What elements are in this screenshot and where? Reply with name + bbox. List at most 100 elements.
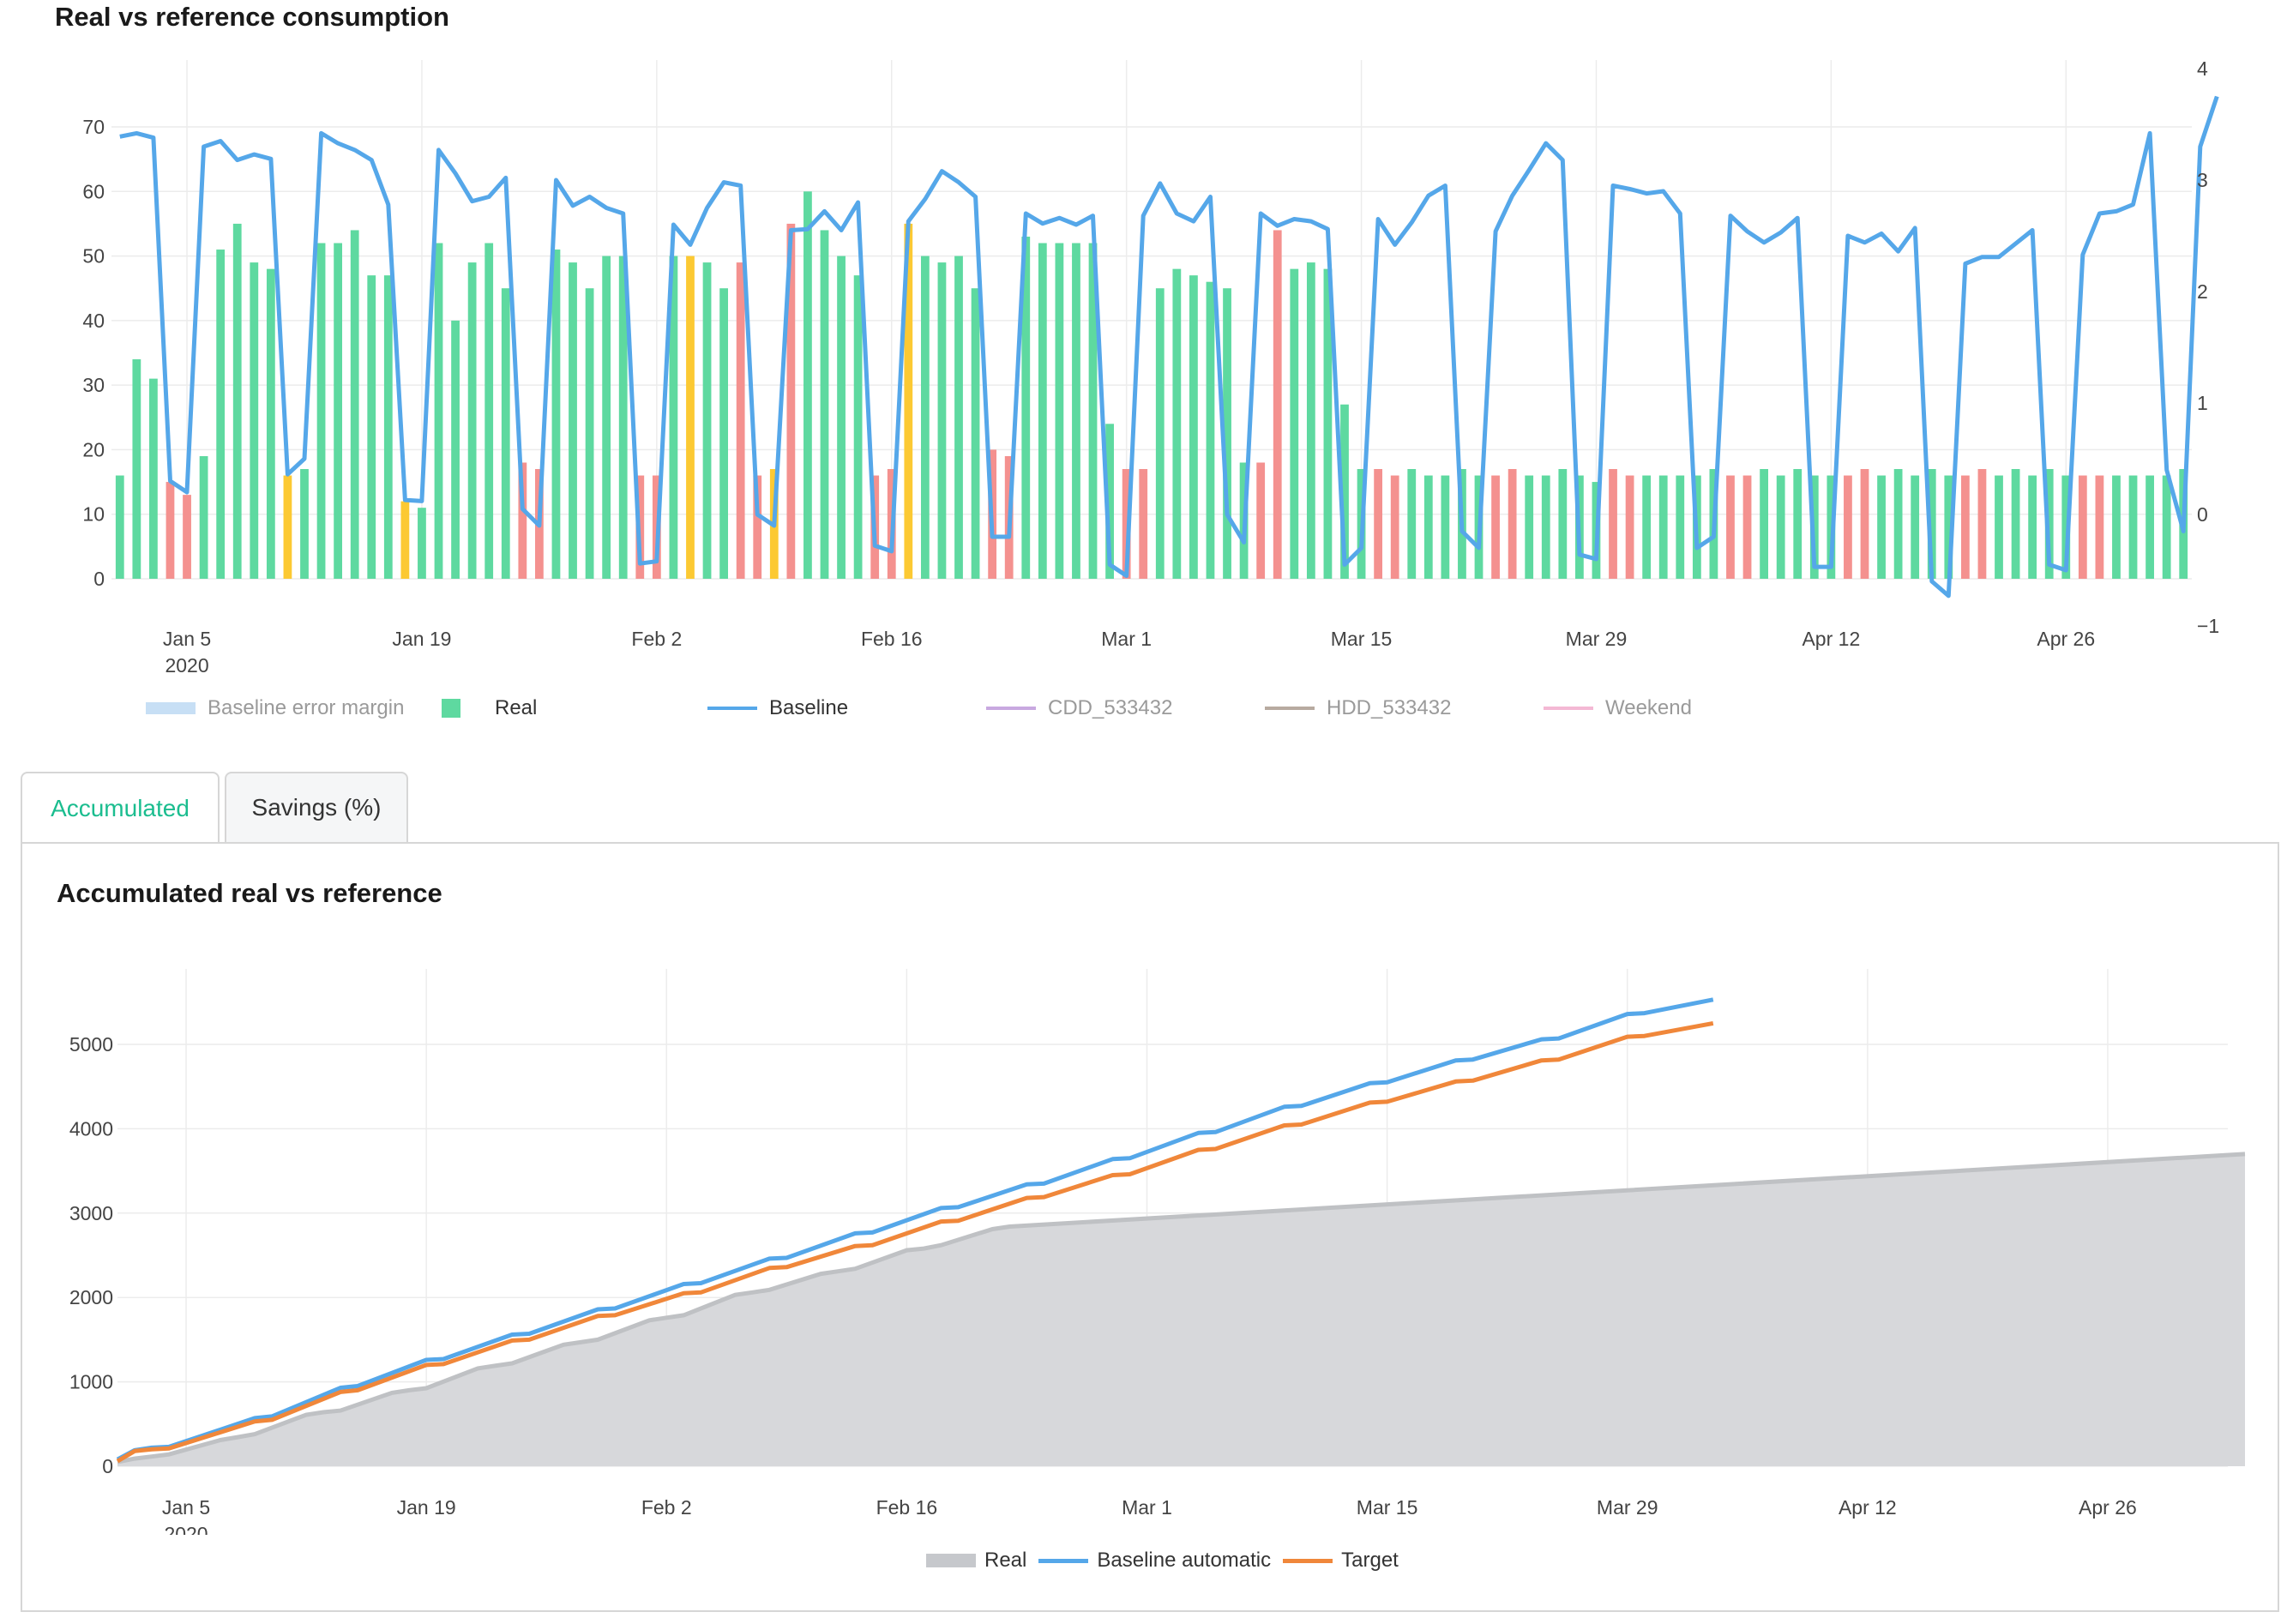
real-bar[interactable] [1676, 475, 1685, 579]
real-bar[interactable] [1072, 243, 1080, 579]
real-bar[interactable] [1609, 469, 1617, 579]
real-bar[interactable] [1105, 424, 1114, 579]
chart1-real-bars[interactable] [115, 191, 2188, 580]
real-bar[interactable] [736, 262, 745, 579]
real-bar[interactable] [569, 262, 577, 579]
real-bar[interactable] [1491, 475, 1500, 579]
real-bar[interactable] [1927, 469, 1936, 579]
real-bar[interactable] [149, 378, 158, 579]
real-bar[interactable] [1793, 469, 1803, 579]
real-bar[interactable] [518, 462, 527, 579]
real-bar[interactable] [602, 256, 611, 579]
legend-item-baseline[interactable]: Baseline [707, 696, 848, 720]
real-bar[interactable] [1860, 469, 1869, 579]
real-bar[interactable] [551, 250, 561, 579]
real-bar[interactable] [1206, 281, 1215, 579]
real-bar[interactable] [115, 475, 124, 579]
real-bar[interactable] [937, 262, 947, 579]
real-bar[interactable] [786, 223, 796, 579]
real-bar[interactable] [1122, 469, 1131, 579]
real-bar[interactable] [451, 320, 460, 579]
tab-savings-percent[interactable]: Savings (%) [225, 772, 408, 842]
real-bar[interactable] [2112, 475, 2121, 579]
real-bar[interactable] [1055, 243, 1064, 579]
real-bar[interactable] [1508, 469, 1517, 579]
real-bar[interactable] [1995, 475, 2003, 579]
real-bar[interactable] [971, 288, 980, 579]
real-bar[interactable] [1844, 475, 1852, 579]
real-bar[interactable] [1038, 243, 1047, 579]
real-bar[interactable] [920, 256, 930, 579]
real-bar[interactable] [1877, 475, 1886, 579]
real-bar[interactable] [2011, 469, 2020, 579]
real-bar[interactable] [702, 262, 712, 579]
real-bar[interactable] [334, 243, 343, 579]
real-bar[interactable] [1625, 475, 1634, 579]
real-bar[interactable] [1374, 469, 1383, 579]
real-bar[interactable] [1088, 243, 1098, 579]
real-bar[interactable] [954, 256, 963, 579]
real-bar[interactable] [1323, 268, 1333, 579]
real-bar[interactable] [669, 256, 678, 579]
baseline-line[interactable] [119, 95, 2219, 598]
legend-item-baseline-automatic[interactable]: Baseline automatic [1038, 1549, 1271, 1573]
chart1-baseline-line[interactable] [119, 95, 2219, 598]
legend-item-cdd-533432[interactable]: CDD_533432 [986, 696, 1172, 720]
real-bar[interactable] [2028, 475, 2037, 579]
real-bar[interactable] [1021, 236, 1031, 579]
real-bar[interactable] [2078, 475, 2087, 579]
real-bar[interactable] [1960, 475, 1970, 579]
real-bar[interactable] [753, 475, 762, 579]
real-bar[interactable] [400, 501, 410, 579]
real-bar[interactable] [467, 262, 477, 579]
real-bar[interactable] [1407, 469, 1417, 579]
legend-item-real[interactable]: Real [926, 1549, 1026, 1573]
real-bar[interactable] [904, 223, 913, 579]
real-bar[interactable] [1223, 288, 1231, 579]
real-bar[interactable] [1726, 475, 1735, 579]
real-bar[interactable] [232, 223, 242, 579]
real-bar[interactable] [2146, 475, 2154, 579]
real-bar[interactable] [1776, 475, 1785, 579]
legend-item-weekend[interactable]: Weekend [1544, 696, 1692, 720]
real-bar[interactable] [1189, 275, 1198, 579]
real-bar[interactable] [837, 256, 846, 579]
real-bar[interactable] [803, 191, 812, 580]
real-bar[interactable] [501, 288, 510, 579]
real-bar[interactable] [1541, 475, 1550, 579]
real-bar[interactable] [1273, 230, 1282, 579]
real-bar[interactable] [1256, 462, 1266, 579]
real-bar[interactable] [434, 243, 443, 579]
real-bar[interactable] [1911, 475, 1920, 579]
tab-accumulated[interactable]: Accumulated [21, 772, 220, 844]
real-bar[interactable] [719, 288, 728, 579]
real-bar[interactable] [418, 508, 426, 579]
real-bar[interactable] [1172, 268, 1182, 579]
real-bar[interactable] [1760, 469, 1768, 579]
real-bar[interactable] [1558, 469, 1568, 579]
real-bar[interactable] [300, 469, 309, 579]
real-bar[interactable] [1944, 475, 1953, 579]
real-bar[interactable] [166, 482, 175, 579]
real-bar[interactable] [1642, 475, 1652, 579]
real-bar[interactable] [1390, 475, 1399, 579]
real-bar[interactable] [2128, 475, 2138, 579]
real-bar[interactable] [2095, 475, 2104, 579]
series-real-area[interactable] [117, 1153, 2245, 1466]
real-bar[interactable] [484, 243, 494, 579]
real-bar[interactable] [132, 359, 141, 579]
real-bar[interactable] [2162, 475, 2171, 579]
real-bar[interactable] [1658, 475, 1668, 579]
real-bar[interactable] [183, 495, 191, 579]
real-bar[interactable] [199, 455, 208, 579]
legend-item-real[interactable]: Real [442, 696, 537, 720]
real-bar[interactable] [1977, 469, 1987, 579]
legend-item-target[interactable]: Target [1283, 1549, 1399, 1573]
real-bar[interactable] [383, 275, 393, 579]
series-baseline-automatic-line[interactable] [116, 997, 1714, 1462]
real-bar[interactable] [1139, 469, 1148, 579]
real-bar[interactable] [686, 256, 695, 579]
series-target-line[interactable] [116, 1020, 1714, 1464]
real-bar[interactable] [1306, 262, 1315, 579]
real-bar[interactable] [1893, 469, 1903, 579]
